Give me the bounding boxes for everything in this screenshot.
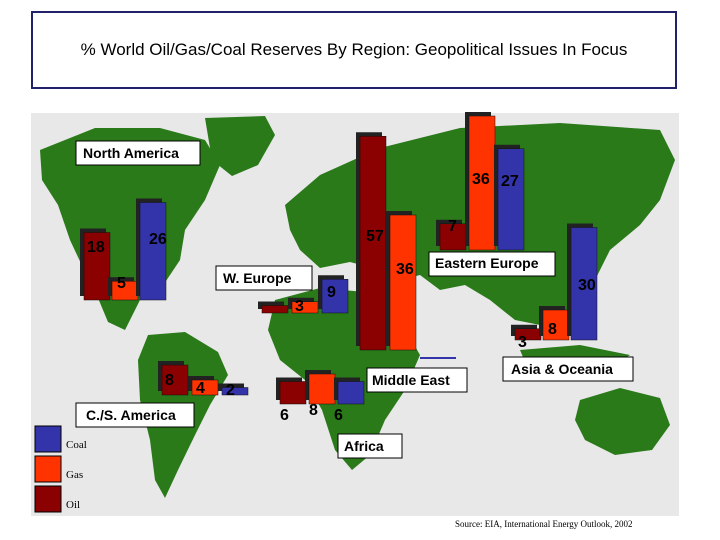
bar-africa-coal bbox=[337, 381, 365, 405]
value-label-north-america-oil: 18 bbox=[87, 239, 105, 256]
region-box-north-america bbox=[75, 140, 201, 166]
chart-title: % World Oil/Gas/Coal Reserves By Region:… bbox=[80, 40, 628, 59]
value-label-middle-east-oil: 57 bbox=[366, 228, 384, 245]
value-label-cs-america-coal: 2 bbox=[226, 382, 235, 399]
value-label-africa-oil: 6 bbox=[280, 407, 289, 424]
bar-africa-oil bbox=[279, 381, 307, 405]
value-label-eastern-europe-coal: 27 bbox=[501, 173, 519, 190]
value-label-asia-oceania-coal: 30 bbox=[578, 277, 596, 294]
legend-swatch-oil bbox=[34, 485, 62, 513]
value-label-eastern-europe-gas: 36 bbox=[472, 171, 490, 188]
region-label-middle-east: Middle East bbox=[372, 372, 450, 388]
legend-swatch-gas bbox=[34, 455, 62, 483]
region-label-africa: Africa bbox=[344, 438, 384, 454]
region-labels: North America C./S. America W. Europe Ea… bbox=[75, 140, 634, 459]
region-box-eastern-europe bbox=[428, 251, 556, 277]
value-label-africa-coal: 6 bbox=[334, 407, 343, 424]
bar-w-europe-coal bbox=[321, 279, 349, 314]
value-label-w-europe-coal: 9 bbox=[327, 284, 336, 301]
value-label-cs-america-gas: 4 bbox=[196, 380, 205, 397]
bar-cs-america-coal bbox=[221, 387, 249, 396]
region-box-middle-east bbox=[366, 367, 468, 393]
region-box-africa bbox=[337, 433, 403, 459]
source-note: Source: EIA, International Energy Outloo… bbox=[455, 519, 633, 529]
region-label-w-europe: W. Europe bbox=[223, 270, 292, 286]
title-box: % World Oil/Gas/Coal Reserves By Region:… bbox=[31, 11, 677, 89]
value-labels: 18 5 26 8 4 2 3 9 57 36 7 36 27 30 3 8 6… bbox=[87, 171, 596, 424]
bar-eastern-europe-coal bbox=[497, 148, 525, 251]
region-label-cs-america: C./S. America bbox=[86, 407, 176, 423]
legend-label-oil: Oil bbox=[66, 499, 80, 511]
value-label-africa-gas: 8 bbox=[309, 402, 318, 419]
value-label-north-america-coal: 26 bbox=[149, 231, 167, 248]
bar-north-america-coal bbox=[139, 202, 167, 301]
value-label-asia-oceania-oil: 3 bbox=[518, 334, 527, 351]
land-greenland bbox=[205, 116, 275, 176]
bars-group bbox=[80, 112, 598, 405]
legend-swatch-coal bbox=[34, 425, 62, 453]
region-label-north-america: North America bbox=[83, 145, 179, 161]
bar-middle-east-gas bbox=[389, 214, 417, 351]
bar-middle-east-oil bbox=[359, 136, 387, 351]
bar-asia-oceania-gas bbox=[542, 309, 570, 341]
region-box-w-europe bbox=[215, 265, 313, 291]
legend-label-gas: Gas bbox=[66, 469, 83, 481]
bar-eastern-europe-gas bbox=[468, 115, 496, 251]
value-label-north-america-gas: 5 bbox=[117, 275, 126, 292]
value-label-cs-america-oil: 8 bbox=[165, 372, 174, 389]
region-box-cs-america bbox=[75, 402, 195, 428]
legend-label-coal: Coal bbox=[66, 439, 87, 451]
value-label-w-europe-gas: 3 bbox=[295, 298, 304, 315]
bar-w-europe-oil bbox=[261, 305, 289, 314]
region-label-asia-oceania: Asia & Oceania bbox=[511, 361, 613, 377]
value-label-asia-oceania-gas: 8 bbox=[548, 321, 557, 338]
land-north-america bbox=[40, 128, 220, 330]
land-australia bbox=[575, 388, 670, 455]
region-label-eastern-europe: Eastern Europe bbox=[435, 255, 539, 271]
bar-north-america-oil bbox=[83, 232, 111, 301]
bar-africa-gas bbox=[308, 373, 336, 405]
region-box-asia-oceania bbox=[502, 356, 634, 382]
bar-asia-oceania-coal bbox=[570, 227, 598, 341]
value-label-middle-east-gas: 36 bbox=[396, 261, 414, 278]
legend: Coal Gas Oil bbox=[34, 425, 87, 513]
value-label-eastern-europe-oil: 7 bbox=[448, 218, 457, 235]
